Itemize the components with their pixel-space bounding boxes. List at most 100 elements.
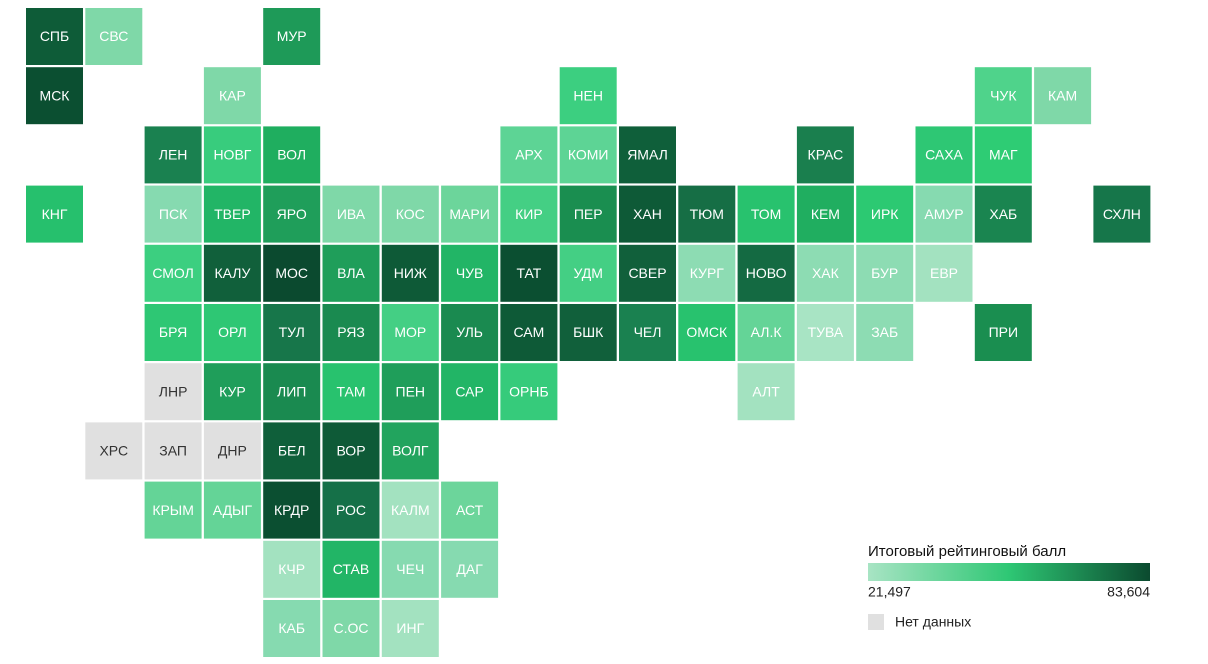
region-tile [915, 244, 973, 302]
region-label: С.ОС [334, 620, 369, 636]
region-label: ТОМ [751, 206, 781, 222]
region-label: ХАК [812, 265, 840, 281]
region-label: АЛ.К [751, 324, 783, 340]
region-tile [203, 185, 261, 243]
region-tile [203, 244, 261, 302]
region-tile [144, 126, 202, 184]
legend-max: 83,604 [1107, 584, 1150, 600]
region-label: МСК [40, 87, 71, 103]
region-label: ЧЕЧ [396, 561, 424, 577]
region-label: КНГ [42, 206, 68, 222]
region-tile [263, 244, 321, 302]
region-label: КАЛУ [214, 265, 250, 281]
region-label: СВС [99, 28, 128, 44]
region-label: БЕЛ [278, 443, 306, 459]
region-tile [263, 304, 321, 361]
region-tile [144, 244, 202, 302]
region-tile [500, 244, 558, 302]
region-label: МАГ [989, 147, 1018, 163]
region-tile [441, 540, 499, 598]
region-label: ИРК [871, 206, 899, 222]
region-tile [26, 67, 83, 125]
region-label: ЛНР [159, 383, 188, 399]
region-label: ХАБ [989, 206, 1017, 222]
region-label: ДНР [218, 443, 247, 459]
region-label: ТУВА [808, 324, 844, 340]
region-label: ПЕР [574, 206, 603, 222]
region-label: ВОР [336, 443, 365, 459]
region-tile [974, 304, 1032, 361]
region-label: КАМ [1048, 87, 1077, 103]
region-tile [144, 422, 202, 480]
region-label: КОС [396, 206, 425, 222]
region-label: СХЛН [1103, 206, 1141, 222]
region-label: АДЫГ [213, 502, 253, 518]
region-label: НОВО [746, 265, 787, 281]
region-tile [796, 126, 854, 184]
region-label: КАР [219, 87, 246, 103]
region-tile [678, 185, 736, 243]
region-tile [559, 304, 617, 361]
region-tile [441, 481, 499, 539]
region-label: КОМИ [568, 147, 609, 163]
region-label: АСТ [456, 502, 484, 518]
region-label: АРХ [515, 147, 543, 163]
region-tile [381, 244, 439, 302]
region-tile [974, 126, 1032, 184]
region-label: АМУР [924, 206, 963, 222]
region-tile [856, 244, 914, 302]
region-tile [322, 363, 380, 421]
region-label: ХАН [633, 206, 662, 222]
region-label: КЕМ [811, 206, 840, 222]
region-tile [915, 185, 973, 243]
legend-gradient [868, 563, 1150, 581]
region-label: КУР [219, 383, 246, 399]
region-label: РЯЗ [337, 324, 365, 340]
region-label: МОС [275, 265, 308, 281]
region-label: ЧУВ [456, 265, 484, 281]
region-label: КРЫМ [152, 502, 194, 518]
region-label: СМОЛ [152, 265, 194, 281]
region-label: ЗАБ [871, 324, 898, 340]
region-label: ТВЕР [214, 206, 251, 222]
region-label: БУР [871, 265, 898, 281]
region-tile [856, 304, 914, 361]
region-tile [203, 304, 261, 361]
region-tile [559, 185, 617, 243]
legend-no-data-label: Нет данных [895, 614, 971, 630]
region-label: ПСК [159, 206, 188, 222]
region-label: ВОЛ [277, 147, 306, 163]
region-label: НИЖ [394, 265, 427, 281]
region-label: ЛИП [277, 383, 306, 399]
region-tile [322, 481, 380, 539]
region-label: РОС [336, 502, 366, 518]
region-label: МУР [277, 28, 307, 44]
region-tile [737, 304, 795, 361]
region-label: КАЛМ [391, 502, 430, 518]
region-tile [737, 363, 795, 421]
region-tile [203, 481, 261, 539]
region-tile [263, 540, 321, 598]
region-tile [441, 363, 499, 421]
region-tile [144, 481, 202, 539]
region-label: КРДР [274, 502, 309, 518]
region-tile [856, 185, 914, 243]
region-tile [737, 185, 795, 243]
region-tile [500, 185, 558, 243]
region-tile [619, 126, 676, 184]
legend-no-data-swatch [868, 614, 884, 630]
region-tile [144, 304, 202, 361]
region-tile [322, 185, 380, 243]
region-label: НЕН [573, 87, 603, 103]
region-label: ОРНБ [509, 383, 549, 399]
region-tile [619, 304, 676, 361]
region-tile [441, 304, 499, 361]
region-tile [203, 126, 261, 184]
region-tile [796, 304, 854, 361]
region-label: СПБ [40, 28, 69, 44]
region-tile [381, 422, 439, 480]
legend-min: 21,497 [868, 584, 911, 600]
region-tile [678, 304, 736, 361]
region-tile [381, 363, 439, 421]
